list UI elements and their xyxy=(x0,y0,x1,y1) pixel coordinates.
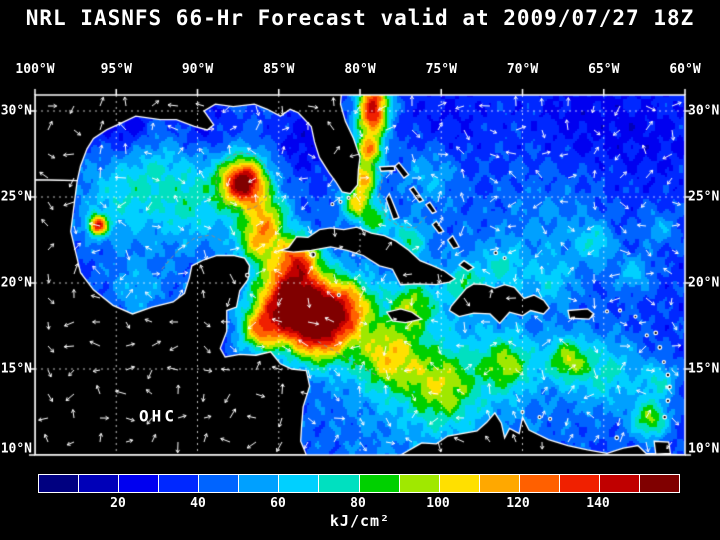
lon-axis-label: 100°W xyxy=(15,62,55,77)
colorbar-cell xyxy=(559,475,600,492)
colorbar-cell xyxy=(39,475,80,492)
colorbar-cell xyxy=(519,475,560,492)
colorbar-cell xyxy=(319,475,360,492)
colorbar-tick-label: 40 xyxy=(190,496,206,511)
colorbar-cell xyxy=(79,475,120,492)
lon-axis-label: 80°W xyxy=(344,62,376,77)
colorbar-tick-label: 100 xyxy=(426,496,450,511)
colorbar-tick-label: 80 xyxy=(350,496,366,511)
lon-axis-label: 90°W xyxy=(181,62,214,77)
colorbar-cell xyxy=(239,475,280,492)
colorbar-cell xyxy=(479,475,520,492)
lon-axis-label: 65°W xyxy=(588,62,620,77)
colorbar-cell xyxy=(279,475,320,492)
lat-axis-label: 25°N xyxy=(0,189,32,205)
lat-axis-label: 10°N xyxy=(0,441,32,457)
colorbar-cell xyxy=(639,475,679,492)
colorbar-tick-label: 140 xyxy=(586,496,610,511)
colorbar-cell xyxy=(359,475,400,492)
colorbar-cell xyxy=(599,475,640,492)
lat-axis-label: 20°N xyxy=(0,275,32,291)
colorbar-tick-label: 60 xyxy=(270,496,286,511)
colorbar-tick-label: 20 xyxy=(110,496,126,511)
lat-axis-label: 30°N xyxy=(0,103,32,119)
lon-axis-label: 60°W xyxy=(669,62,701,77)
colorbar-cell xyxy=(119,475,160,492)
colorbar-cell xyxy=(199,475,240,492)
lon-axis-label: 95°W xyxy=(100,62,132,77)
ohc-overlay-label: OHC xyxy=(139,406,177,426)
figure-title: NRL IASNFS 66-Hr Forecast valid at 2009/… xyxy=(25,6,695,30)
lon-axis-label: 75°W xyxy=(425,62,457,77)
colorbar xyxy=(38,474,680,493)
colorbar-cell xyxy=(439,475,480,492)
lat-axis-label: 25°N xyxy=(688,189,720,205)
lat-axis-label: 30°N xyxy=(688,103,720,119)
colorbar-unit-label: kJ/cm² xyxy=(329,512,391,530)
colorbar-cell xyxy=(399,475,440,492)
lat-axis-label: 15°N xyxy=(688,361,720,377)
lat-axis-label: 15°N xyxy=(0,361,32,377)
colorbar-cell xyxy=(159,475,200,492)
lat-axis-label: 20°N xyxy=(688,275,720,291)
lon-axis-label: 70°W xyxy=(506,62,539,77)
lat-axis-label: 10°N xyxy=(688,441,720,457)
colorbar-tick-label: 120 xyxy=(506,496,530,511)
lon-axis-label: 85°W xyxy=(263,62,295,77)
